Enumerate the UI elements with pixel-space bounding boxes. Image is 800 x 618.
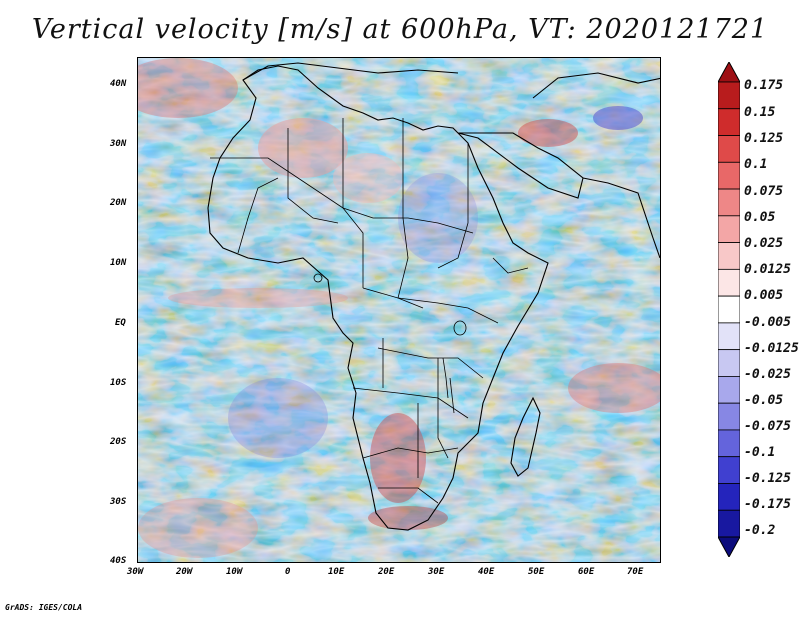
colorbar-segment [718,215,740,243]
lon-label: 50E [528,567,545,577]
lat-label: 10N [110,258,127,268]
sudan-downdraft [398,173,478,263]
colorbar-label: 0.175 [744,78,784,93]
asia-coast [532,72,660,99]
colorbar-label: 0.1 [744,157,768,172]
country-borders [210,118,529,504]
colorbar-label: 0.005 [744,288,784,303]
lat-label: 30N [110,139,127,149]
colorbar-segment [718,483,740,511]
colorbar-label: -0.075 [744,419,791,434]
iran-updraft [518,119,578,147]
colorbar-segment [718,188,740,217]
lon-label: 20W [176,567,193,577]
colorbar-segment [718,509,740,538]
colorbar-segment [718,161,740,190]
sahara-updraft [258,118,348,178]
north-atlantic-updraft [138,58,238,118]
colorbar-label: 0.125 [744,131,784,146]
velocity-field [138,58,660,562]
lat-label: 20S [110,437,127,447]
colorbar-label: 0.15 [744,105,776,120]
lat-label: 40S [110,556,127,566]
colorbar-segment [718,322,740,351]
lon-label: 30W [127,567,144,577]
coastlines [207,62,660,531]
africa-coast [207,65,549,531]
lon-label: 30E [428,567,445,577]
colorbar-segment [718,295,740,324]
lon-label: 10W [226,567,243,577]
lat-label: 20N [110,198,127,208]
lon-label: 0 [285,567,291,577]
libya-updraft [333,153,403,203]
colorbar-label: 0.05 [744,210,776,225]
colorbar-label: -0.2 [744,523,776,538]
colorbar-label: -0.175 [744,497,791,512]
lon-label: 20E [378,567,395,577]
south-atlantic-downdraft [228,378,328,458]
lakes [313,273,467,414]
lon-label: 70E [627,567,644,577]
credit-label: GrADS: IGES/COLA [5,603,83,612]
lon-label: 10E [328,567,345,577]
colorbar-label: -0.1 [744,445,776,460]
colorbar-label: 0.025 [744,236,784,251]
map-plot-area [137,57,661,563]
colorbar-label: -0.0125 [744,341,799,356]
colorbar-segment [718,402,740,431]
lat-label: 30S [110,497,127,507]
colorbar-max-arrow [718,62,740,83]
colorbar-segment [718,429,740,458]
colorbar-segment [718,242,740,270]
india-coast [582,177,660,259]
south-atlantic-updraft [138,498,258,558]
lat-label: EQ [115,318,126,328]
colorbar-segment [718,108,740,136]
chart-title: Vertical velocity [m/s] at 600hPa, VT: 2… [31,14,769,45]
colorbar-segment [718,81,740,110]
lat-label: 40N [110,79,127,89]
madagascar-coast [510,396,541,477]
atlantic-itcz [168,288,348,308]
colorbar-min-arrow [718,536,740,557]
lat-label: 10S [110,378,127,388]
lon-label: 60E [578,567,595,577]
field-streaks [138,58,660,562]
indian-ocean-updraft [568,363,660,413]
mediterranean-coast [242,62,459,81]
colorbar-segment [718,135,740,163]
colorbar [718,62,740,557]
colorbar-label: -0.005 [744,315,791,330]
colorbar-segment [718,456,740,484]
colorbar-label: 0.075 [744,184,784,199]
colorbar-label: -0.025 [744,367,791,382]
colorbar-label: -0.05 [744,393,784,408]
cape-updraft [368,506,448,530]
colorbar-label: 0.0125 [744,262,791,277]
himalaya-downdraft [593,106,643,130]
arabia-coast [457,132,584,199]
colorbar-segment [718,268,740,297]
colorbar-label: -0.125 [744,471,791,486]
southern-africa-updraft [370,413,426,503]
colorbar-segment [718,376,740,404]
colorbar-segment [718,349,740,377]
lon-label: 40E [478,567,495,577]
